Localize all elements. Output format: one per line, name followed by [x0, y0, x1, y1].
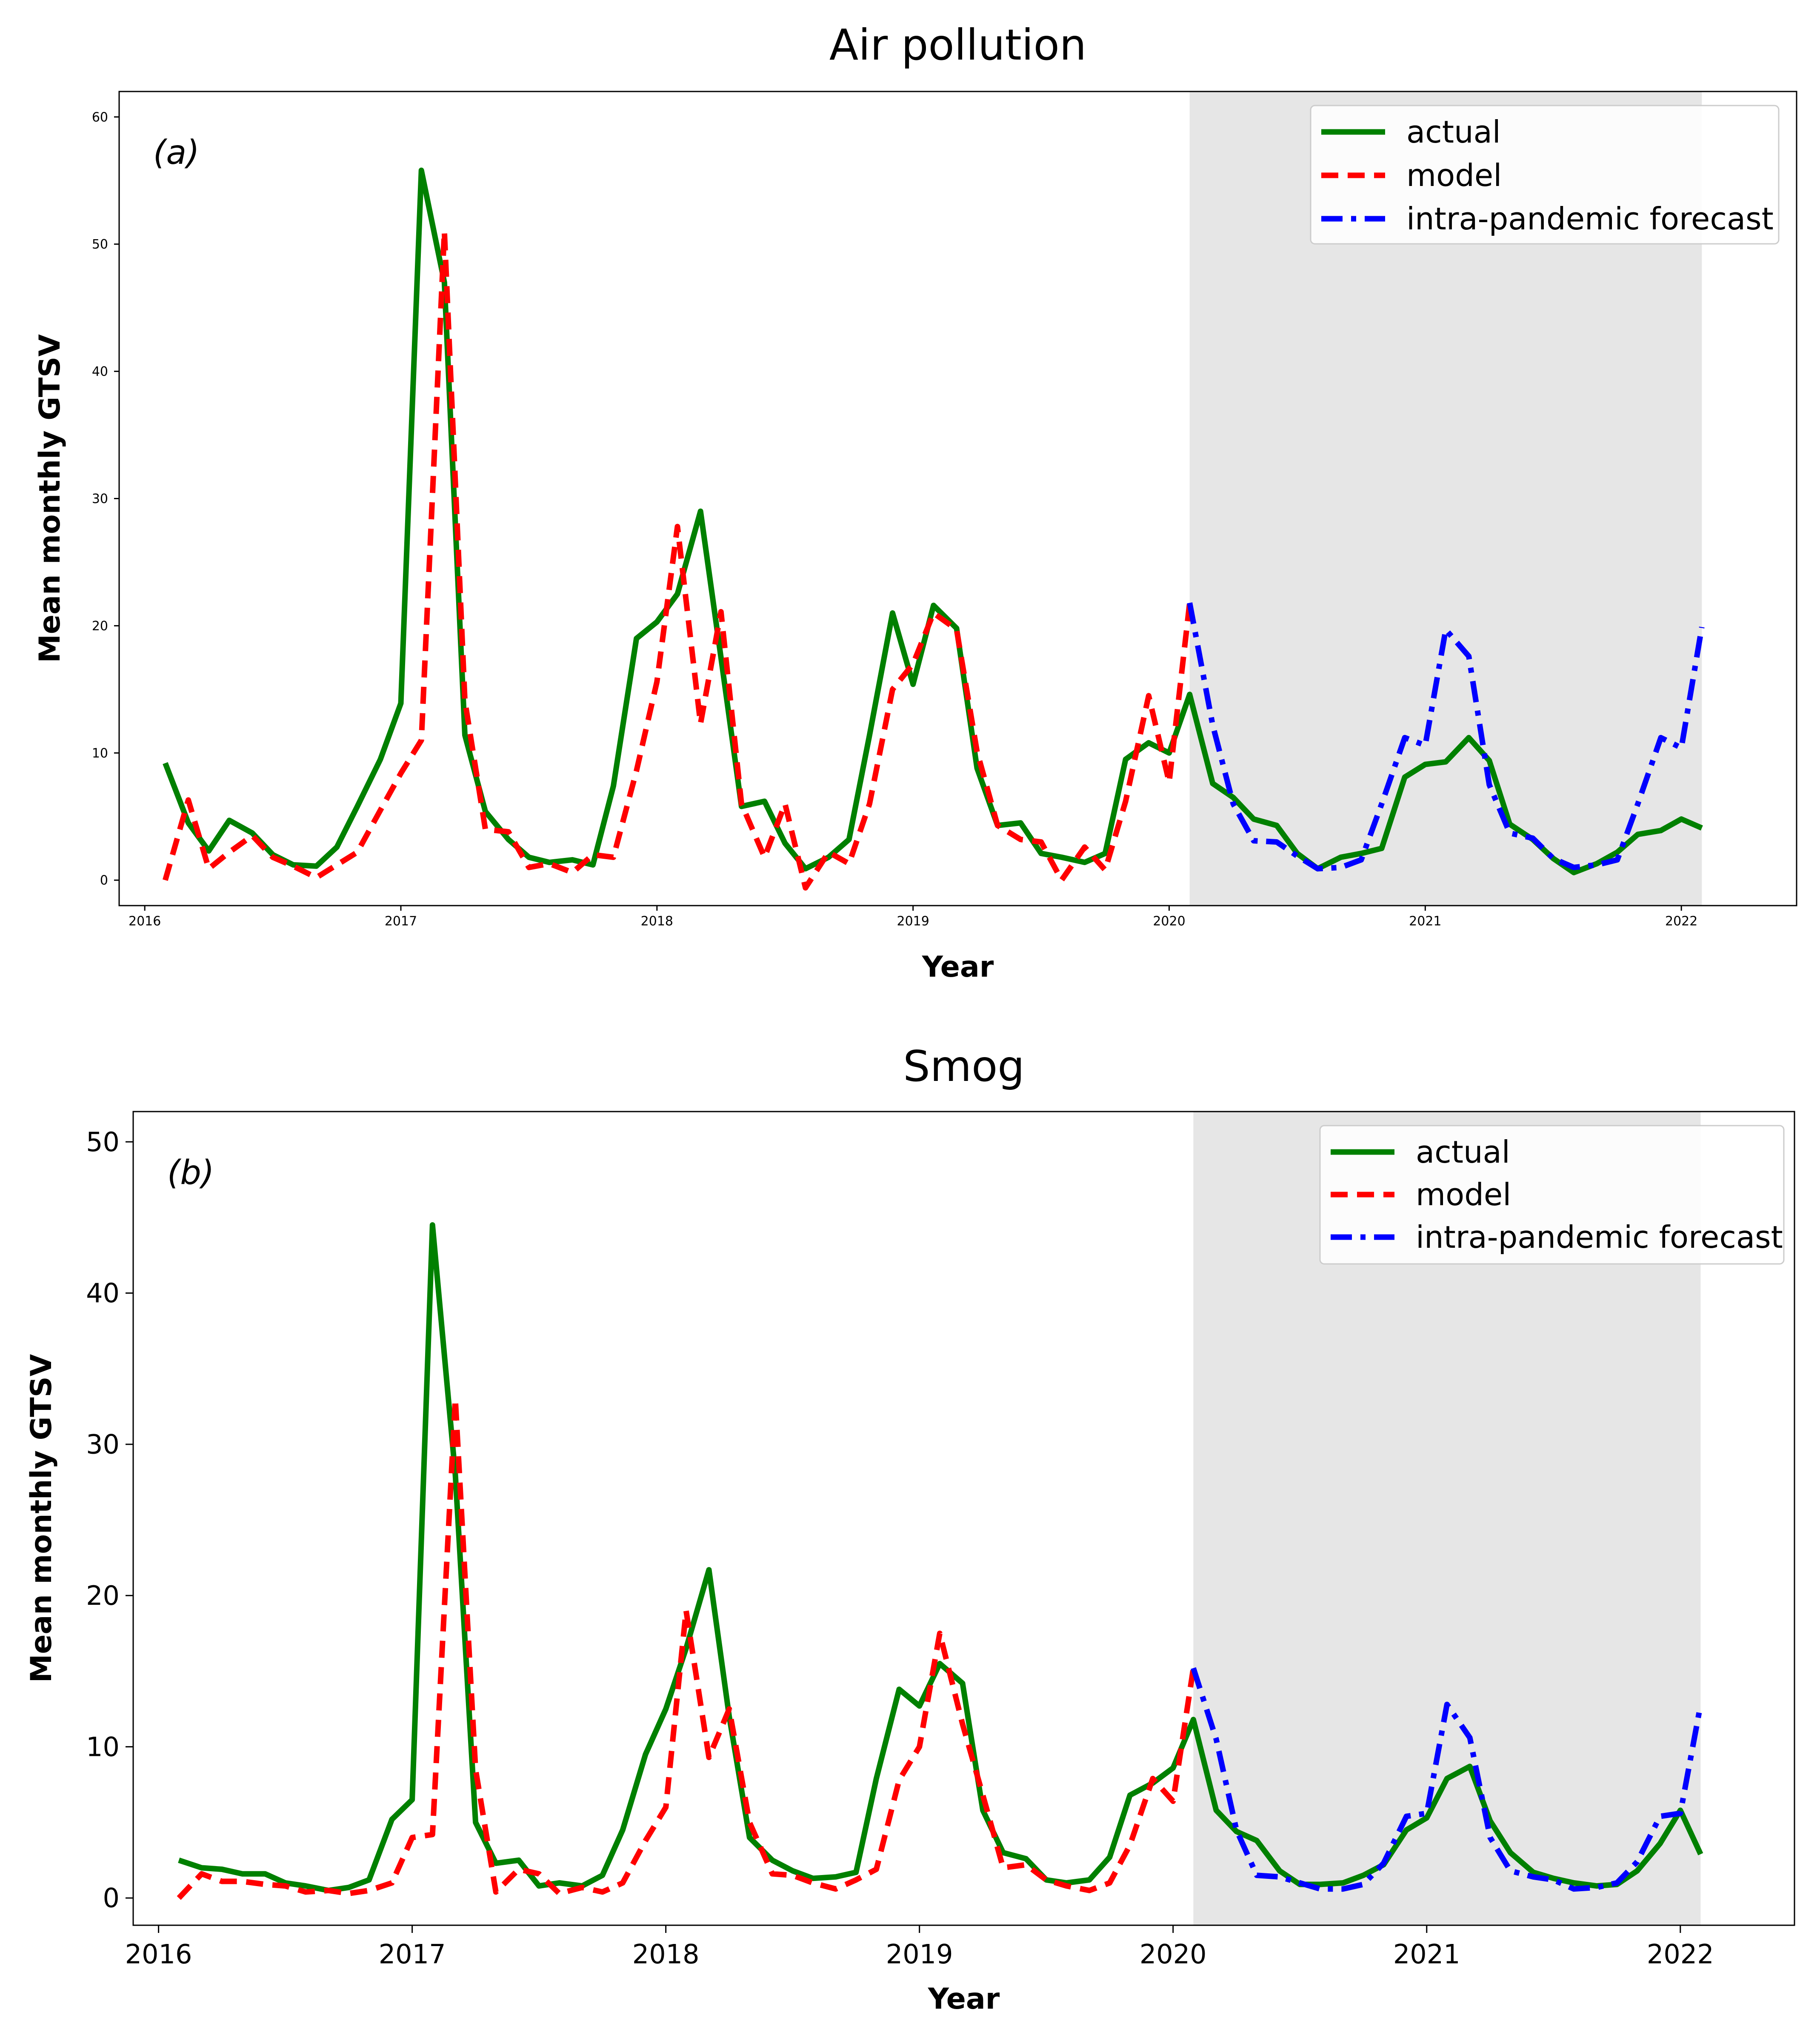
- y-tick-label: 30: [92, 492, 108, 506]
- legend-label-intra-pandemic-forecast: intra-pandemic forecast: [1406, 201, 1774, 237]
- legend-box: [1319, 1125, 1785, 1265]
- y-tick-label: 10: [86, 1731, 120, 1762]
- x-tick-label: 2019: [886, 1938, 953, 1970]
- x-tick-label: 2019: [897, 914, 929, 929]
- legend-label-model: model: [1406, 157, 1502, 193]
- panel-label: (b): [167, 1154, 214, 1192]
- x-tick-label: 2022: [1647, 1938, 1714, 1970]
- series-line-intra-pandemic-forecast: [1187, 602, 1705, 872]
- y-tick-label: 40: [86, 1278, 120, 1309]
- x-tick-label: 2018: [632, 1938, 700, 1970]
- legend-label-actual: actual: [1406, 114, 1501, 150]
- legend: actual model intra-pandemic forecast: [1310, 105, 1780, 245]
- chart-smog: Smog (b) 2016 2017 2018 2019 2020 2021 2022 0 10 20…: [25, 1041, 1795, 2016]
- series-line-intra-pandemic-forecast: [1191, 1667, 1703, 1892]
- y-tick-label: 20: [86, 1580, 120, 1611]
- x-tick-label: 2018: [641, 914, 673, 929]
- chart-air-pollution: Air pollution (a) 2016 2017 2018 2019 2020 2021…: [33, 20, 1797, 984]
- y-tick-label: 60: [92, 110, 108, 125]
- y-tick-label: 0: [103, 1883, 120, 1914]
- y-tick-label: 40: [92, 364, 108, 379]
- y-axis-label: Mean monthly GTSV: [33, 334, 67, 663]
- x-tick-label: 2016: [129, 914, 161, 929]
- x-tick-label: 2017: [379, 1938, 446, 1970]
- y-tick-label: 20: [92, 619, 108, 634]
- x-axis-label: Year: [922, 950, 994, 984]
- y-tick-label: 30: [86, 1429, 120, 1460]
- chart-title: Smog: [903, 1041, 1025, 1091]
- y-axis-label: Mean monthly GTSV: [25, 1354, 58, 1683]
- legend: actual model intra-pandemic forecast: [1319, 1125, 1785, 1265]
- legend-label-intra-pandemic-forecast: intra-pandemic forecast: [1416, 1219, 1783, 1255]
- legend-box: [1310, 105, 1780, 245]
- x-tick-label: 2017: [385, 914, 417, 929]
- series-line-model: [163, 229, 1193, 891]
- x-tick-label: 2020: [1153, 914, 1185, 929]
- series-line-actual: [178, 1222, 1703, 1893]
- x-axis-label: Year: [928, 1982, 1000, 2016]
- plot-frame: [132, 1111, 1795, 1926]
- panel-label: (a): [153, 134, 200, 172]
- legend-label-actual: actual: [1416, 1134, 1510, 1170]
- y-tick-label: 0: [100, 873, 108, 888]
- x-tick-label: 2022: [1665, 914, 1697, 929]
- x-tick-label: 2016: [125, 1938, 192, 1970]
- x-tick-label: 2020: [1140, 1938, 1207, 1970]
- series-line-actual: [163, 167, 1703, 875]
- chart-title: Air pollution: [829, 20, 1086, 70]
- y-tick-label: 50: [92, 237, 108, 252]
- x-tick-label: 2021: [1409, 914, 1441, 929]
- y-tick-label: 10: [92, 746, 108, 761]
- x-tick-label: 2021: [1393, 1938, 1460, 1970]
- y-tick-label: 50: [86, 1126, 120, 1158]
- legend-label-model: model: [1416, 1177, 1511, 1212]
